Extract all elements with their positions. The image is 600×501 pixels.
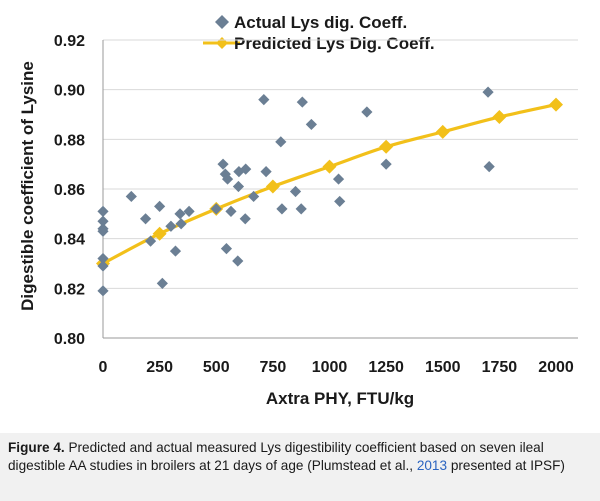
actual-point <box>183 205 195 217</box>
actual-series <box>97 86 495 297</box>
x-tick-label: 2000 <box>538 359 574 376</box>
x-tick-label: 1750 <box>482 359 518 376</box>
actual-point <box>139 213 152 225</box>
predicted-point <box>435 124 450 139</box>
actual-point <box>169 245 182 257</box>
actual-point <box>97 205 109 217</box>
legend-item-actual: Actual Lys dig. Coeff. <box>215 13 407 32</box>
actual-point <box>332 173 345 185</box>
actual-point <box>334 195 346 208</box>
x-axis-title: Axtra PHY, FTU/kg <box>266 389 414 408</box>
x-tick-label: 1250 <box>368 359 404 376</box>
actual-point <box>276 203 288 215</box>
legend-label-actual: Actual Lys dig. Coeff. <box>234 13 407 32</box>
actual-point <box>289 185 302 198</box>
predicted-point <box>492 109 507 124</box>
y-tick-label: 0.90 <box>54 83 85 100</box>
x-tick-labels: 0 250 500 750 1000 1250 1500 1750 2000 <box>99 359 574 376</box>
y-tick-label: 0.86 <box>54 182 85 199</box>
actual-point <box>232 180 245 193</box>
gridlines <box>103 39 578 289</box>
actual-point <box>220 243 233 255</box>
actual-point <box>483 161 495 173</box>
actual-point <box>174 208 186 220</box>
predicted-point <box>549 97 563 112</box>
actual-point <box>144 235 157 247</box>
actual-point <box>165 220 177 232</box>
actual-point <box>97 225 109 237</box>
caption-label: Figure 4. <box>8 440 65 455</box>
predicted-point <box>152 226 167 241</box>
x-tick-label: 1500 <box>425 359 461 376</box>
predicted-point <box>379 139 394 154</box>
legend-marker-predicted <box>216 37 228 49</box>
figure-caption: Figure 4. Predicted and actual measured … <box>8 439 594 474</box>
actual-point <box>275 136 287 148</box>
actual-point <box>97 260 109 272</box>
actual-point <box>240 163 252 175</box>
y-axis-title: Digestible coefficient of Lysine <box>18 61 37 311</box>
predicted-line <box>102 103 557 265</box>
chart: Actual Lys dig. Coeff. Predicted Lys Dig… <box>18 13 578 408</box>
x-tick-label: 0 <box>99 359 108 376</box>
caption-text-end: presented at IPSF) <box>447 457 565 473</box>
x-tick-label: 750 <box>260 359 287 376</box>
actual-point <box>232 255 244 267</box>
actual-point <box>295 203 307 215</box>
actual-point <box>125 190 137 203</box>
actual-point <box>482 86 494 98</box>
actual-point <box>296 96 308 108</box>
actual-point <box>210 203 222 215</box>
legend-marker-actual <box>215 15 229 29</box>
y-tick-label: 0.82 <box>54 281 85 298</box>
legend: Actual Lys dig. Coeff. Predicted Lys Dig… <box>203 13 435 53</box>
actual-point <box>97 215 109 227</box>
actual-point <box>260 166 272 178</box>
actual-point <box>154 200 166 212</box>
actual-point <box>156 277 168 289</box>
actual-point <box>217 158 229 170</box>
caption-box: Figure 4. Predicted and actual measured … <box>0 433 600 501</box>
actual-point <box>97 285 109 297</box>
y-tick-label: 0.80 <box>54 331 85 348</box>
actual-point <box>239 213 251 225</box>
actual-point <box>380 158 392 170</box>
actual-point <box>258 94 270 106</box>
legend-label-predicted: Predicted Lys Dig. Coeff. <box>234 34 435 53</box>
actual-point <box>175 218 187 230</box>
actual-point <box>97 252 109 265</box>
actual-point <box>221 173 234 185</box>
x-tick-label: 1000 <box>312 359 348 376</box>
y-tick-label: 0.92 <box>54 33 85 50</box>
y-tick-labels: 0.80 0.82 0.84 0.86 0.88 0.90 0.92 <box>54 33 85 348</box>
y-tick-label: 0.84 <box>54 232 85 249</box>
actual-point <box>248 190 260 203</box>
x-tick-label: 500 <box>203 359 230 376</box>
actual-point <box>305 118 317 131</box>
predicted-point <box>322 159 337 174</box>
predicted-series <box>96 97 563 271</box>
caption-year-link[interactable]: 2013 <box>416 457 448 473</box>
caption-text: Predicted and actual measured Lys digest… <box>8 440 544 473</box>
predicted-point <box>265 179 280 194</box>
y-tick-label: 0.88 <box>54 132 85 149</box>
actual-point <box>225 205 237 217</box>
legend-item-predicted: Predicted Lys Dig. Coeff. <box>203 34 435 53</box>
actual-point <box>361 106 373 118</box>
x-tick-label: 250 <box>146 359 173 376</box>
